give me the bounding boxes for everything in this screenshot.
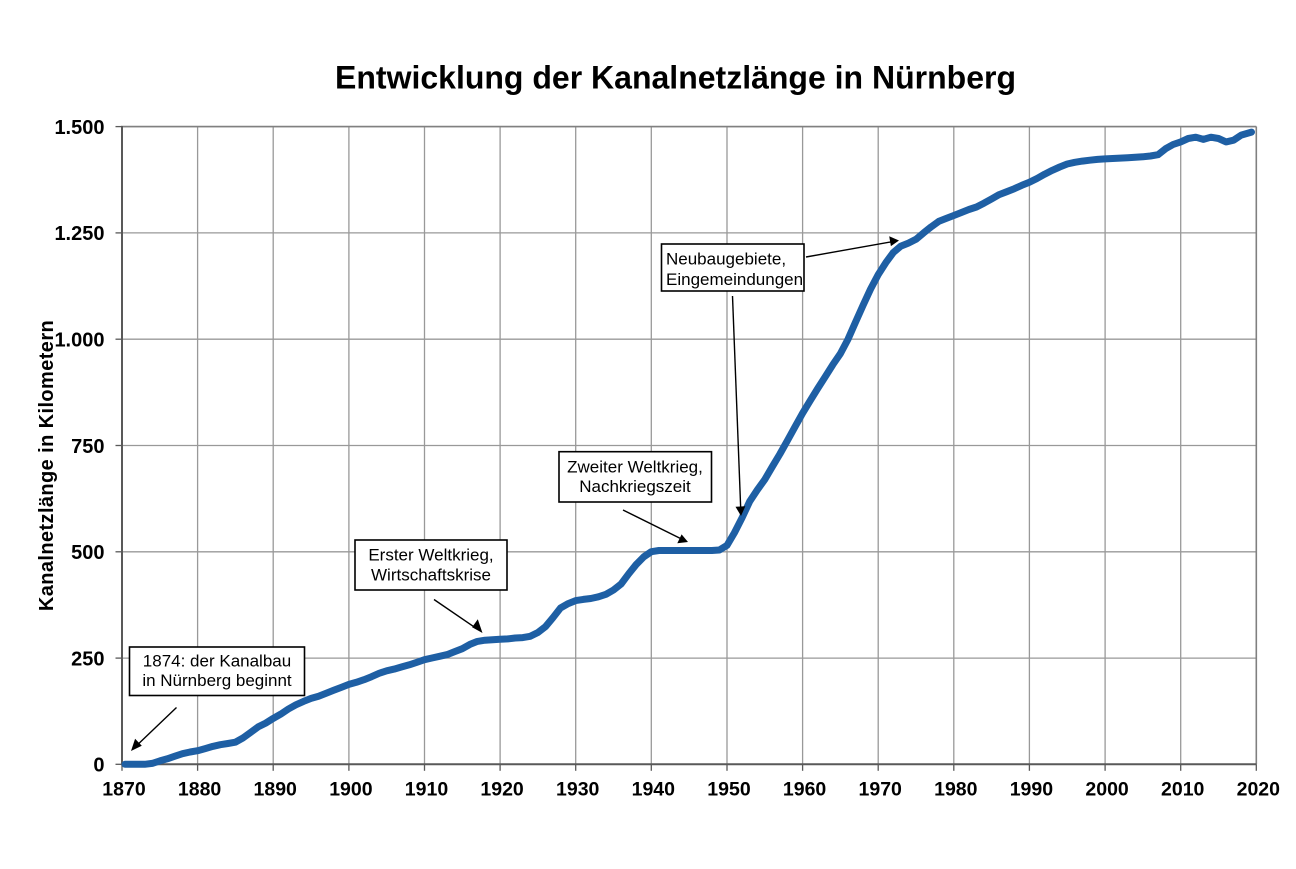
svg-text:1890: 1890 <box>254 779 298 801</box>
svg-text:in Nürnberg beginnt: in Nürnberg beginnt <box>142 671 292 690</box>
svg-text:1980: 1980 <box>934 779 978 801</box>
svg-text:Nachkriegszeit: Nachkriegszeit <box>579 477 691 496</box>
svg-text:1900: 1900 <box>329 779 373 801</box>
svg-text:2000: 2000 <box>1085 779 1129 801</box>
svg-text:500: 500 <box>71 542 104 564</box>
svg-text:Entwicklung der Kanalnetzlänge: Entwicklung der Kanalnetzlänge in Nürnbe… <box>335 59 1016 95</box>
svg-text:2010: 2010 <box>1161 779 1205 801</box>
svg-text:Zweiter Weltkrieg,: Zweiter Weltkrieg, <box>567 457 703 476</box>
svg-text:1.000: 1.000 <box>54 330 104 352</box>
svg-text:1990: 1990 <box>1010 779 1054 801</box>
svg-text:250: 250 <box>71 648 104 670</box>
svg-text:Eingemeindungen: Eingemeindungen <box>666 270 803 289</box>
svg-text:1.250: 1.250 <box>54 223 104 245</box>
svg-text:Wirtschaftskrise: Wirtschaftskrise <box>371 565 491 584</box>
svg-text:750: 750 <box>71 436 104 458</box>
svg-text:1970: 1970 <box>859 779 903 801</box>
svg-text:1960: 1960 <box>783 779 827 801</box>
svg-text:1940: 1940 <box>632 779 676 801</box>
svg-text:Kanalnetzlänge in Kilometern: Kanalnetzlänge in Kilometern <box>36 320 58 611</box>
svg-text:1.500: 1.500 <box>54 117 104 139</box>
svg-text:1920: 1920 <box>480 779 524 801</box>
svg-text:1950: 1950 <box>707 779 751 801</box>
svg-text:1870: 1870 <box>102 779 146 801</box>
svg-text:Erster Weltkrieg,: Erster Weltkrieg, <box>368 546 493 565</box>
svg-text:Neubaugebiete,: Neubaugebiete, <box>666 250 786 269</box>
svg-text:1930: 1930 <box>556 779 600 801</box>
svg-text:0: 0 <box>93 755 104 777</box>
svg-text:1880: 1880 <box>178 779 222 801</box>
svg-text:2020: 2020 <box>1237 779 1281 801</box>
svg-text:1910: 1910 <box>405 779 449 801</box>
svg-text:1874: der Kanalbau: 1874: der Kanalbau <box>143 652 291 671</box>
